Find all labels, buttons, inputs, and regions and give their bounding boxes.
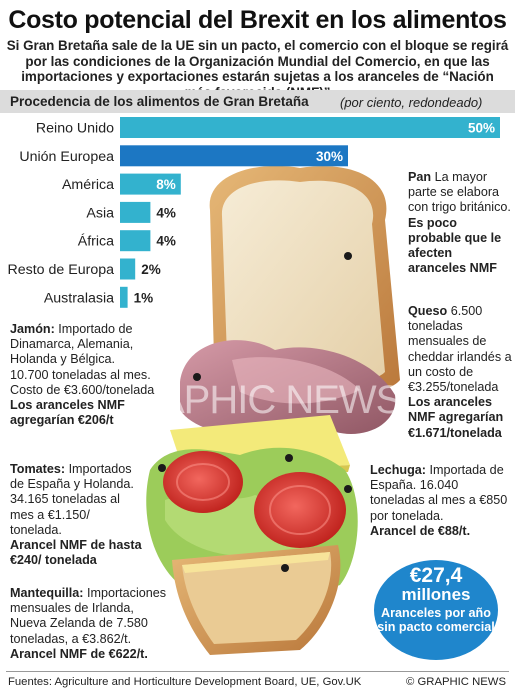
sources-text: Fuentes: Agriculture and Horticulture De… (8, 676, 362, 688)
bar (120, 117, 500, 138)
note-jamon: Jamón: Importado de Dinamarca, Alemania,… (10, 322, 155, 428)
note-jamon-name: Jamón: (10, 322, 55, 336)
note-lechuga-name: Lechuga: (370, 463, 426, 477)
bar-value-label: 1% (134, 290, 154, 305)
note-lechuga-tariff: Arancel de €88/t. (370, 523, 471, 538)
tariff-total-badge: €27,4 millones Aranceles por año sin pac… (374, 560, 498, 660)
note-tomates-text: Importados de España y Holanda. 34.165 t… (10, 462, 134, 537)
bar-value-label: 30% (316, 149, 343, 164)
bar-category-label: África (78, 233, 114, 250)
note-tomates-name: Tomates: (10, 462, 66, 476)
note-lechuga-text: Importada de España. 16.040 toneladas al… (370, 463, 508, 523)
note-pan-text: La mayor parte se elabora con trigo brit… (408, 170, 511, 215)
bottom-bread-icon (172, 545, 341, 655)
note-queso-text: 6.500 toneladas mensuales de cheddar irl… (408, 304, 512, 395)
butter-icon (182, 552, 330, 573)
bar-value-label: 4% (156, 205, 176, 220)
bar-value-label: 4% (156, 234, 176, 249)
note-pan-name: Pan (408, 170, 432, 184)
note-pan: Pan La mayor parte se elabora con trigo … (408, 170, 512, 276)
bar (120, 230, 151, 252)
pointer-dots (158, 252, 352, 572)
bar (120, 145, 348, 167)
bar-value-label: 8% (156, 177, 176, 192)
bar-value-label: 2% (141, 262, 161, 277)
note-queso-tariff: Los aranceles NMF agregarían €1.671/tone… (408, 395, 504, 440)
chart-title: Procedencia de los alimentos de Gran Bre… (10, 94, 309, 109)
note-tomates-tariff: Arancel NMF de hasta €240/ tonelada (10, 538, 142, 568)
origin-bar-chart: Reino Unido 50% Unión Europea 30% América 8% A… (8, 117, 500, 308)
note-mantequilla: Mantequilla: Importaciones mensuales de … (10, 586, 170, 662)
ham-slices-icon (180, 340, 396, 437)
note-jamon-tariff: Los aranceles NMF agregarían €206/t (10, 398, 125, 428)
note-tomates: Tomates: Importados de España y Holanda.… (10, 462, 145, 568)
watermark-text: GRAPHIC NEWS (100, 378, 402, 422)
note-pan-tariff: Es poco probable que le afecten arancele… (408, 215, 502, 276)
bar-category-label: Asia (86, 205, 114, 221)
chart-note: (por ciento, redondeado) (340, 94, 483, 110)
bar-category-label: América (62, 177, 114, 193)
footer-divider (6, 671, 509, 672)
bar-category-label: Unión Europea (19, 149, 114, 165)
page-subtitle: Si Gran Bretaña sale de la UE sin un pac… (6, 38, 509, 100)
note-queso: Queso 6.500 toneladas mensuales de chedd… (408, 304, 513, 441)
note-queso-name: Queso (408, 304, 448, 318)
page-title: Costo potencial del Brexit en los alimen… (8, 6, 507, 34)
bar (120, 173, 181, 195)
note-lechuga: Lechuga: Importada de España. 16.040 ton… (370, 463, 512, 539)
badge-unit: millones (401, 585, 471, 604)
badge-amount: €27,4 (409, 564, 463, 587)
note-mantequilla-tariff: Arancel NMF de €622/t. (10, 646, 148, 661)
bar (120, 286, 128, 308)
bar-category-label: Reino Unido (36, 121, 114, 137)
bar-category-label: Australasia (44, 290, 114, 306)
bar (120, 201, 151, 223)
credit-text: © GRAPHIC NEWS (406, 676, 506, 688)
note-jamon-text: Importado de Dinamarca, Alemania, Holand… (10, 322, 155, 397)
note-mantequilla-name: Mantequilla: (10, 586, 84, 600)
bar (120, 258, 136, 280)
badge-description: Aranceles por año sin pacto comercial (377, 606, 495, 634)
bar-value-label: 50% (468, 121, 495, 136)
note-mantequilla-text: Importaciones mensuales de Irlanda, Nuev… (10, 586, 167, 646)
tomato-slices-icon (163, 451, 346, 548)
bar-category-label: Resto de Europa (8, 262, 115, 278)
chart-header-band (0, 90, 515, 113)
